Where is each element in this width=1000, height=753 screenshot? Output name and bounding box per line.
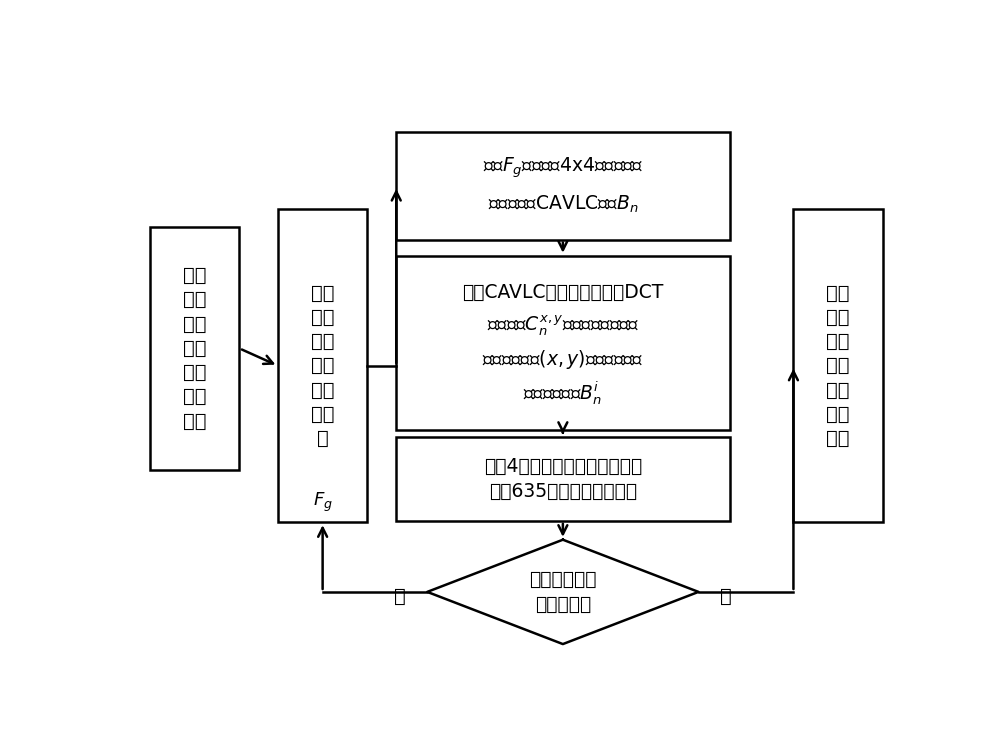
Bar [278, 209, 367, 523]
Bar [396, 255, 730, 429]
Text: 个位置上的值$B_n^i$: 个位置上的值$B_n^i$ [523, 380, 602, 407]
Text: 否: 否 [394, 587, 406, 606]
Text: 定位
一个
尚未
提取
特征
的帧
组: 定位 一个 尚未 提取 特征 的帧 组 [311, 284, 334, 448]
Text: 系数个数$C_n^{x,y}$，以及块在视频帧: 系数个数$C_n^{x,y}$，以及块在视频帧 [487, 313, 639, 338]
Text: 对于$F_g$中的每个4x4亮度宏块获: 对于$F_g$中的每个4x4亮度宏块获 [483, 155, 643, 180]
Text: 分别
对各
帧组
进行
隐写
分类
判决: 分别 对各 帧组 进行 隐写 分类 判决 [826, 284, 850, 448]
Bar [793, 209, 883, 523]
Bar [150, 227, 239, 470]
Text: 存在尚未提取
特征的帧组: 存在尚未提取 特征的帧组 [529, 570, 597, 614]
Text: 解码CAVLC码字，获得非零DCT: 解码CAVLC码字，获得非零DCT [462, 282, 664, 302]
Text: 提取4种类型的子特征从而组合
得到635维的隐写分析特征: 提取4种类型的子特征从而组合 得到635维的隐写分析特征 [484, 457, 642, 501]
Text: 将待
测压
缩视
频划
分成
若干
帧组: 将待 测压 缩视 频划 分成 若干 帧组 [183, 266, 207, 431]
Bar [396, 133, 730, 239]
Bar [396, 437, 730, 521]
Text: 得其对应的CAVLC码字$B_n$: 得其对应的CAVLC码字$B_n$ [488, 194, 638, 215]
Text: 是: 是 [720, 587, 732, 606]
Text: $F_g$: $F_g$ [313, 490, 333, 514]
Text: 中的相对位置$(x,y)$，记录码字每: 中的相对位置$(x,y)$，记录码字每 [482, 348, 644, 371]
